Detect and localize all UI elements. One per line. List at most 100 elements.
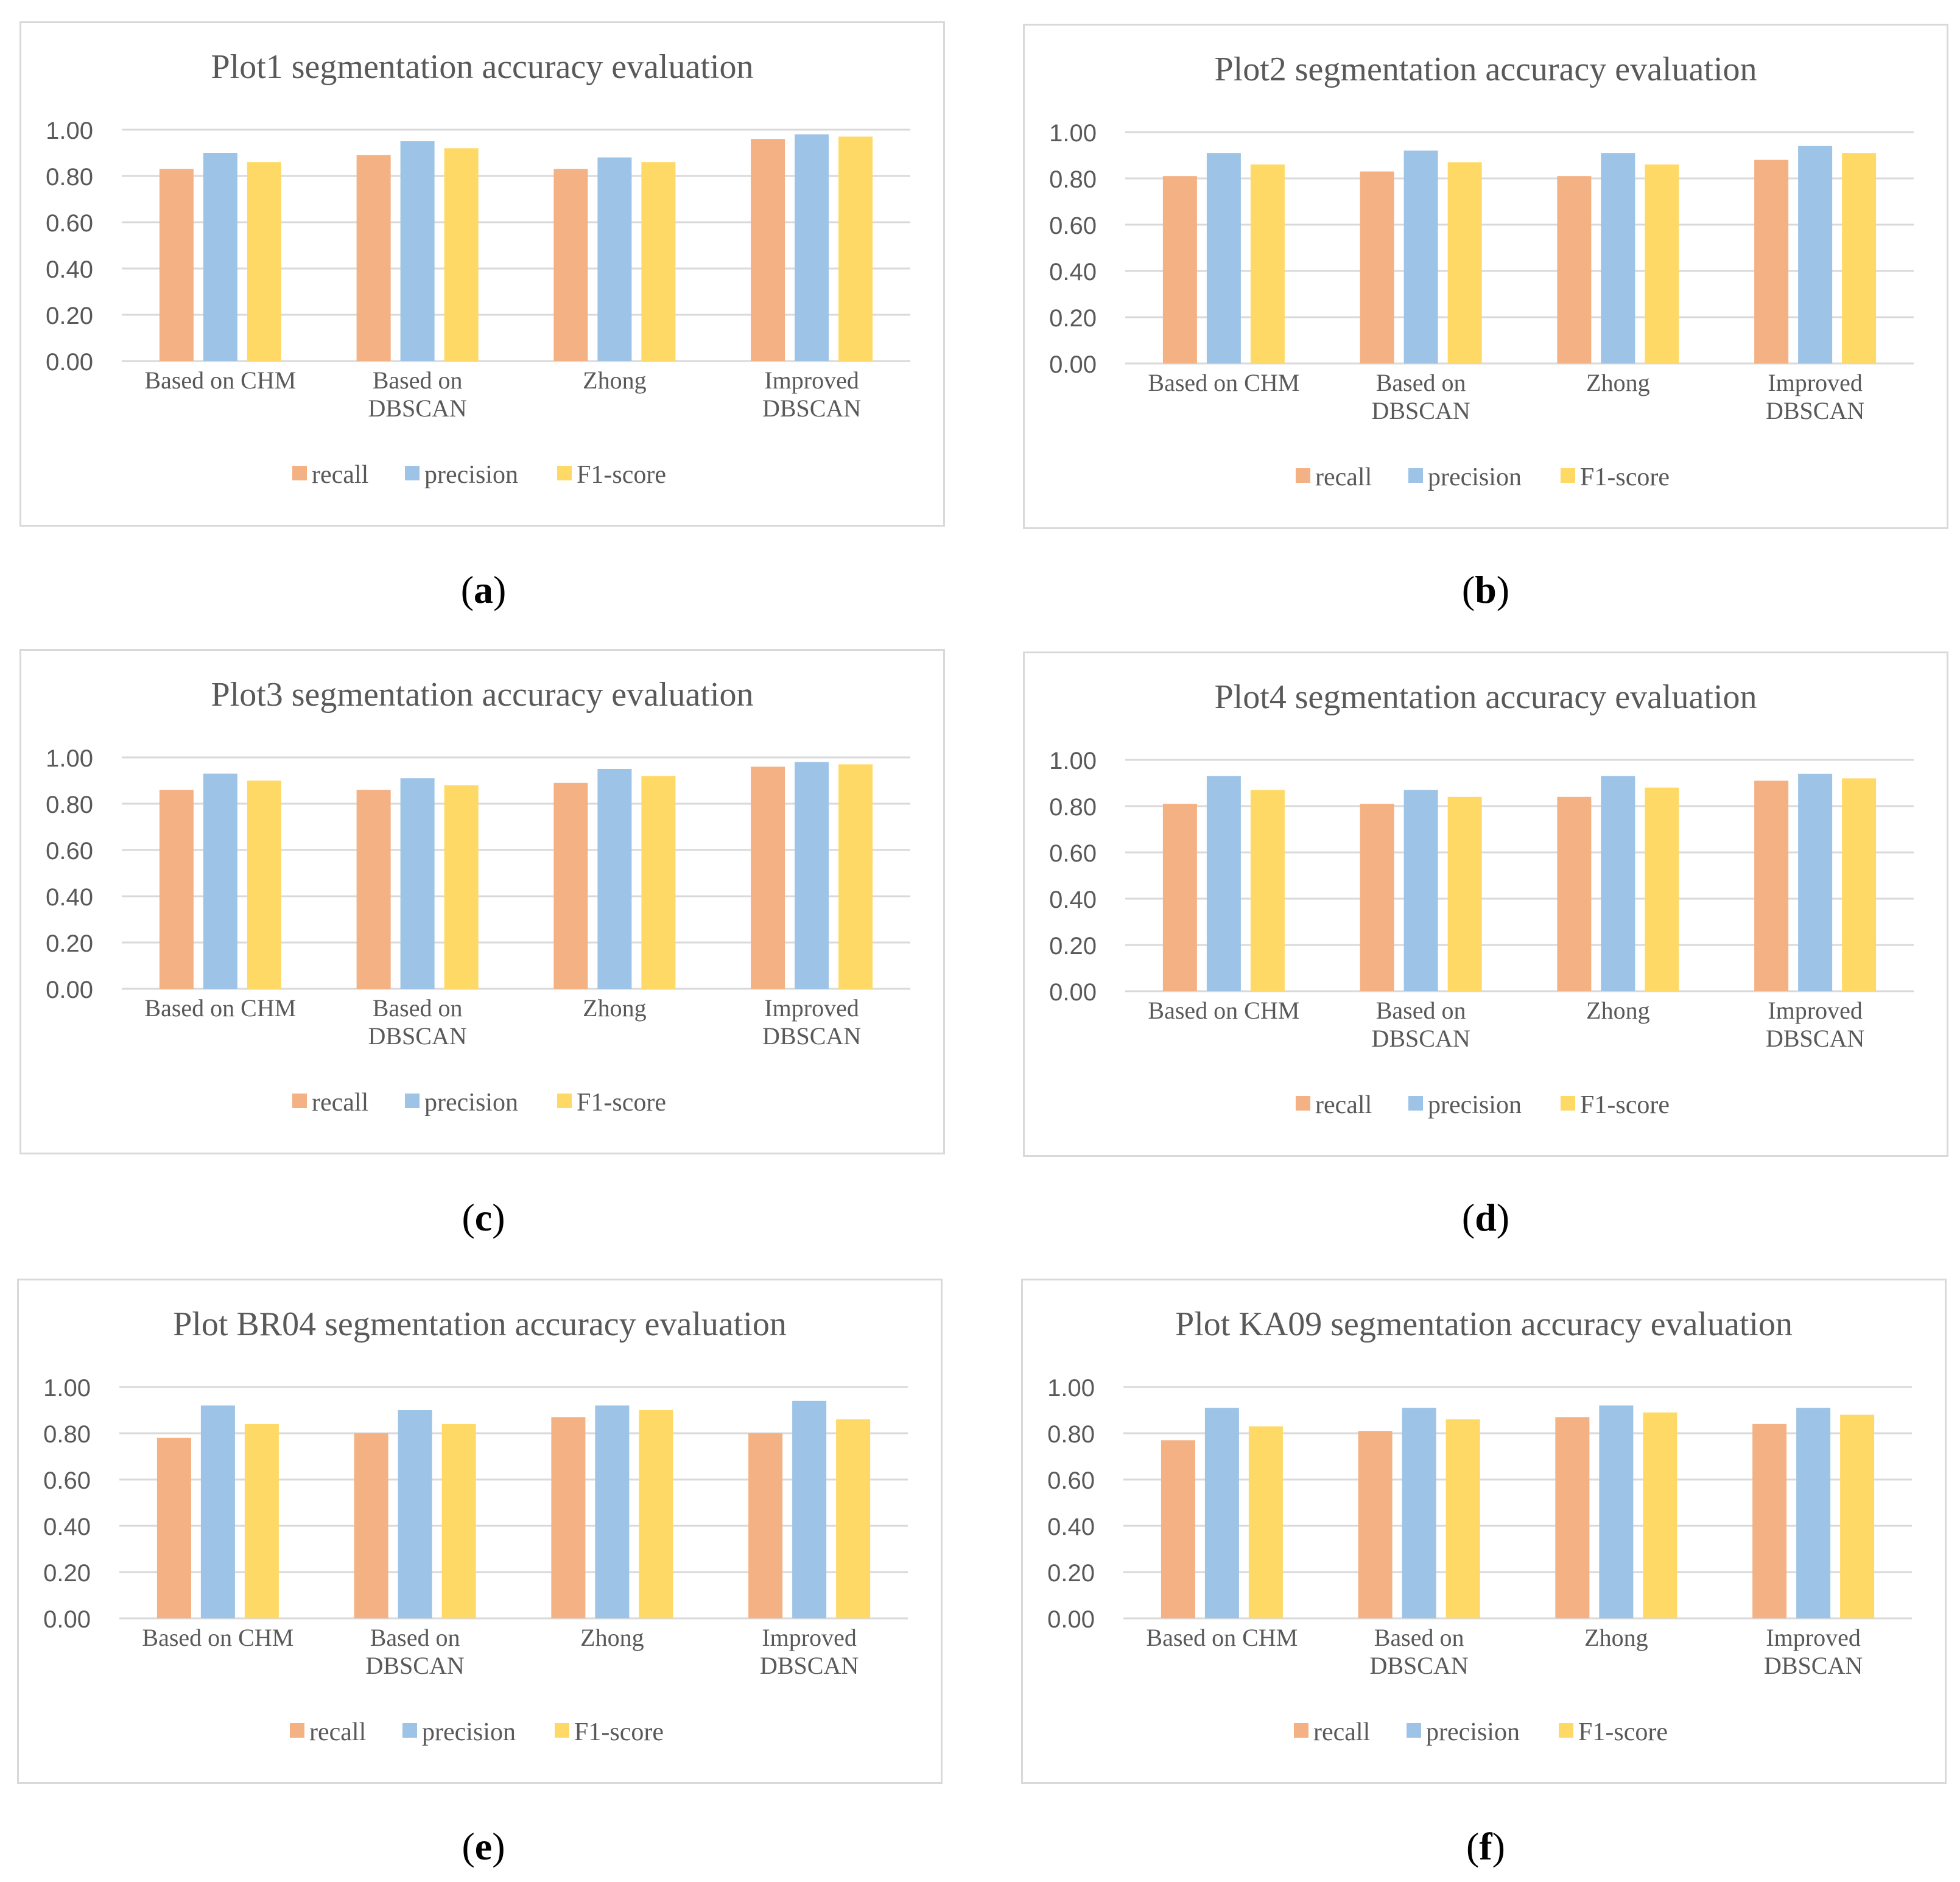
- bar-precision: [1206, 153, 1241, 363]
- bar-precision: [400, 778, 435, 989]
- x-tick-label: DBSCAN: [368, 1022, 466, 1050]
- legend-label-f1-score: F1-score: [1580, 1091, 1670, 1119]
- chart-svg-d: Plot4 segmentation accuracy evaluation 0.…: [1049, 678, 1914, 1119]
- bar-f1-score: [441, 1424, 476, 1618]
- chart-panel-e: Plot BR04 segmentation accuracy evaluati…: [17, 1279, 943, 1784]
- chart-title: Plot1 segmentation accuracy evaluation: [211, 48, 753, 86]
- bar-f1-score: [639, 1410, 673, 1618]
- x-tick-label: Based on CHM: [144, 367, 296, 394]
- legend-label-recall: recall: [1315, 463, 1372, 491]
- legend-label-f1-score: F1-score: [1578, 1718, 1668, 1746]
- y-tick-label: 0.00: [43, 1606, 91, 1633]
- bar-recall: [1555, 1417, 1590, 1618]
- chart-svg-f: Plot KA09 segmentation accuracy evaluati…: [1047, 1305, 1912, 1746]
- bar-f1-score: [1250, 790, 1285, 991]
- legend-swatch-recall: [292, 1094, 307, 1108]
- y-tick-label: 0.60: [46, 838, 93, 865]
- y-tick-label: 1.00: [1049, 748, 1097, 774]
- y-tick-label: 0.60: [46, 210, 93, 237]
- y-tick-label: 0.40: [46, 256, 93, 283]
- caption-c: (c): [462, 1196, 505, 1239]
- x-tick-label: Based on CHM: [1148, 997, 1299, 1024]
- y-tick-label: 0.80: [46, 792, 93, 818]
- legend-label-recall: recall: [309, 1718, 366, 1746]
- legend-swatch-precision: [1408, 468, 1423, 483]
- x-tick-label: Based on: [1374, 1624, 1464, 1651]
- y-tick-label: 0.00: [1049, 351, 1097, 378]
- legend-swatch-f1-score: [1561, 1096, 1575, 1111]
- bar-f1-score: [836, 1419, 871, 1618]
- bar-recall: [1161, 1440, 1195, 1618]
- x-tick-label: Improved: [764, 367, 859, 394]
- legend-swatch-recall: [292, 466, 307, 480]
- bar-precision: [795, 762, 829, 989]
- x-tick-label: Improved: [764, 994, 859, 1022]
- bar-f1-score: [1447, 796, 1482, 991]
- bar-f1-score: [1248, 1426, 1283, 1618]
- legend-label-f1-score: F1-score: [577, 461, 666, 489]
- y-tick-label: 0.00: [46, 349, 93, 376]
- legend-swatch-f1-score: [557, 1094, 572, 1108]
- x-tick-label: Improved: [1768, 369, 1863, 396]
- chart-title: Plot4 segmentation accuracy evaluation: [1214, 678, 1757, 716]
- bar-recall: [159, 790, 194, 989]
- y-tick-label: 1.00: [1049, 120, 1097, 147]
- bar-recall: [159, 169, 194, 361]
- bar-recall: [156, 1438, 191, 1618]
- x-tick-label: Improved: [1768, 997, 1863, 1024]
- y-tick-label: 0.40: [43, 1514, 91, 1540]
- bar-precision: [203, 773, 237, 989]
- bar-precision: [1601, 153, 1635, 363]
- bar-recall: [1752, 1424, 1787, 1618]
- bar-precision: [1403, 790, 1438, 991]
- caption-label-c: c: [474, 1196, 493, 1239]
- chart-svg-b: Plot2 segmentation accuracy evaluation 0.…: [1049, 51, 1914, 491]
- legend-label-recall: recall: [1313, 1718, 1370, 1746]
- bar-precision: [792, 1400, 827, 1618]
- legend-swatch-f1-score: [555, 1723, 569, 1738]
- legend-label-f1-score: F1-score: [1580, 463, 1670, 491]
- bar-recall: [553, 169, 588, 361]
- legend-label-precision: precision: [1426, 1718, 1520, 1746]
- x-tick-label: Zhong: [583, 367, 646, 394]
- y-tick-label: 0.60: [43, 1467, 91, 1494]
- legend-swatch-recall: [1294, 1723, 1308, 1738]
- bar-f1-score: [1250, 164, 1285, 363]
- chart-panel-f: Plot KA09 segmentation accuracy evaluati…: [1021, 1279, 1947, 1784]
- bar-recall: [1557, 176, 1592, 363]
- bar-recall: [551, 1417, 586, 1618]
- bar-f1-score: [1842, 153, 1877, 363]
- chart-panel-d: Plot4 segmentation accuracy evaluation 0.…: [1023, 651, 1948, 1157]
- y-tick-label: 0.20: [1049, 305, 1097, 332]
- bar-f1-score: [1447, 162, 1482, 363]
- bar-precision: [1796, 1408, 1831, 1618]
- chart-svg-a: Plot1 segmentation accuracy evaluation 0.…: [46, 48, 910, 489]
- legend-label-recall: recall: [312, 461, 368, 489]
- legend-label-precision: precision: [1428, 463, 1522, 491]
- bar-precision: [597, 769, 632, 989]
- x-tick-label: Zhong: [583, 994, 646, 1022]
- legend-swatch-f1-score: [1561, 468, 1575, 483]
- y-tick-label: 0.20: [1049, 933, 1097, 960]
- bar-recall: [356, 155, 391, 362]
- caption-f: (f): [1466, 1825, 1505, 1868]
- y-tick-label: 0.80: [46, 164, 93, 191]
- x-tick-label: Based on: [373, 994, 463, 1022]
- x-tick-label: DBSCAN: [1764, 1652, 1863, 1679]
- chart-panel-b: Plot2 segmentation accuracy evaluation 0.…: [1023, 24, 1948, 529]
- bar-f1-score: [1842, 778, 1877, 991]
- x-tick-label: DBSCAN: [368, 395, 466, 422]
- bar-recall: [356, 790, 391, 989]
- y-tick-label: 0.00: [1047, 1606, 1095, 1633]
- bar-recall: [1754, 781, 1789, 991]
- bar-recall: [553, 782, 588, 989]
- caption-label-d: d: [1475, 1196, 1497, 1239]
- bar-f1-score: [247, 781, 281, 989]
- bar-f1-score: [641, 776, 676, 989]
- x-tick-label: Zhong: [1586, 369, 1649, 396]
- y-tick-label: 0.40: [1049, 259, 1097, 286]
- legend-swatch-precision: [402, 1723, 417, 1738]
- legend-swatch-f1-score: [1559, 1723, 1573, 1738]
- bar-recall: [1360, 804, 1394, 991]
- y-tick-label: 0.60: [1049, 840, 1097, 867]
